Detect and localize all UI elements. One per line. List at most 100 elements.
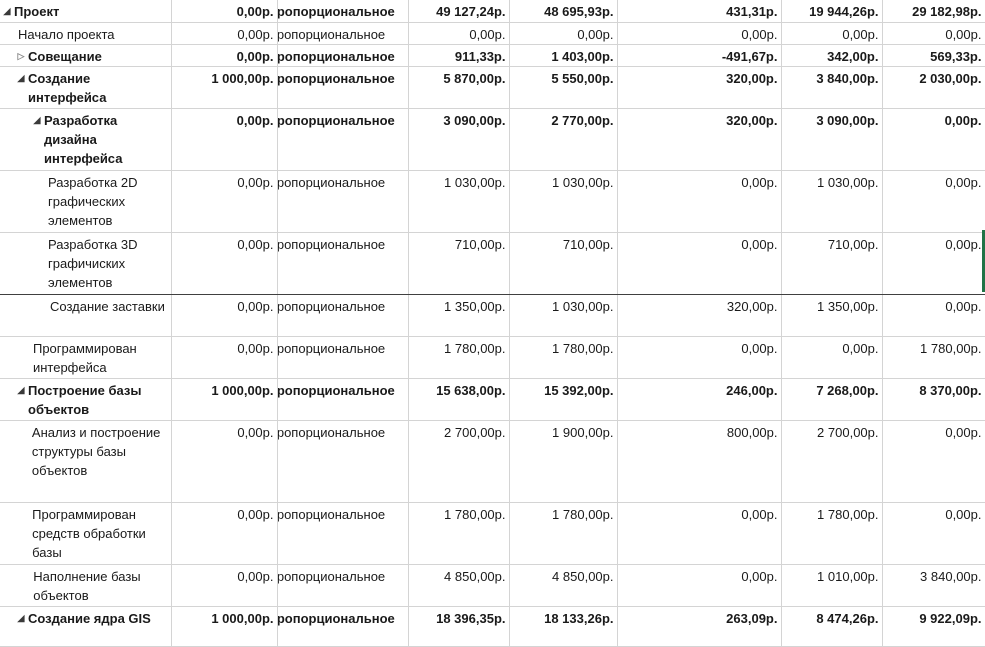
- table-row[interactable]: Создание заставки 0,00р. Пропорциональное 1…: [0, 294, 985, 337]
- task-name-cell[interactable]: ◢ Создание интерфейса: [0, 66, 172, 109]
- cost-variance-cell[interactable]: 246,00р.: [617, 378, 782, 421]
- fixed-cost-cell[interactable]: 0,00р.: [171, 420, 278, 503]
- cost-variance-cell[interactable]: 0,00р.: [617, 22, 782, 45]
- task-name-cell[interactable]: Начало проекта: [0, 22, 172, 45]
- collapse-triangle-icon[interactable]: ◢: [3, 6, 11, 16]
- total-cost-cell[interactable]: 49 127,24р.: [408, 0, 510, 23]
- fixed-cost-cell[interactable]: 1 000,00р.: [171, 378, 278, 421]
- table-row[interactable]: Разработка 2D графических элементов 0,00р…: [0, 170, 985, 233]
- actual-cost-cell[interactable]: 2 700,00р.: [781, 420, 883, 503]
- total-cost-cell[interactable]: 1 350,00р.: [408, 294, 510, 337]
- fixed-cost-cell[interactable]: 1 000,00р.: [171, 66, 278, 109]
- table-row[interactable]: ◢ Разработка дизайна интерфейса 0,00р. Проп…: [0, 108, 985, 171]
- remaining-cost-cell[interactable]: 0,00р.: [882, 294, 985, 337]
- total-cost-cell[interactable]: 710,00р.: [408, 231, 510, 295]
- accrual-method-cell[interactable]: Пропорциональное: [277, 44, 409, 67]
- actual-cost-cell[interactable]: 0,00р.: [781, 22, 883, 45]
- baseline-cost-cell[interactable]: 710,00р.: [509, 231, 618, 295]
- actual-cost-cell[interactable]: 710,00р.: [781, 231, 883, 295]
- cost-variance-cell[interactable]: -491,67р.: [617, 44, 782, 67]
- baseline-cost-cell[interactable]: 1 030,00р.: [509, 294, 618, 337]
- fixed-cost-cell[interactable]: 0,00р.: [171, 336, 278, 379]
- table-row[interactable]: ◢ Проект 0,00р. Пропорциональное 49 127,24р.…: [0, 0, 985, 23]
- table-row[interactable]: Программирован интерфейса 0,00р. Пропорцио…: [0, 336, 985, 379]
- cost-variance-cell[interactable]: 0,00р.: [617, 170, 782, 233]
- actual-cost-cell[interactable]: 8 474,26р.: [781, 606, 883, 647]
- baseline-cost-cell[interactable]: 1 030,00р.: [509, 170, 618, 233]
- task-name-cell[interactable]: Разработка 2D графических элементов: [0, 170, 172, 233]
- cost-variance-cell[interactable]: 800,00р.: [617, 420, 782, 503]
- table-row[interactable]: Анализ и построение структуры базы объек…: [0, 420, 985, 503]
- remaining-cost-cell[interactable]: 9 922,09р.: [882, 606, 985, 647]
- baseline-cost-cell[interactable]: 1 403,00р.: [509, 44, 618, 67]
- table-row[interactable]: ◢ Создание интерфейса 1 000,00р. Пропорцион…: [0, 66, 985, 109]
- actual-cost-cell[interactable]: 1 030,00р.: [781, 170, 883, 233]
- remaining-cost-cell[interactable]: 0,00р.: [882, 231, 985, 295]
- baseline-cost-cell[interactable]: 4 850,00р.: [509, 564, 618, 607]
- actual-cost-cell[interactable]: 1 350,00р.: [781, 294, 883, 337]
- remaining-cost-cell[interactable]: 8 370,00р.: [882, 378, 985, 421]
- fixed-cost-cell[interactable]: 0,00р.: [171, 231, 278, 295]
- total-cost-cell[interactable]: 1 780,00р.: [408, 502, 510, 565]
- actual-cost-cell[interactable]: 0,00р.: [781, 336, 883, 379]
- collapse-triangle-icon[interactable]: ◢: [33, 114, 41, 125]
- table-row[interactable]: ▷ Совещание 0,00р. Пропорциональное 911,33р.…: [0, 44, 985, 67]
- fixed-cost-cell[interactable]: 0,00р.: [171, 294, 278, 337]
- remaining-cost-cell[interactable]: 2 030,00р.: [882, 66, 985, 109]
- remaining-cost-cell[interactable]: 29 182,98р.: [882, 0, 985, 23]
- fixed-cost-cell[interactable]: 0,00р.: [171, 0, 278, 23]
- total-cost-cell[interactable]: 15 638,00р.: [408, 378, 510, 421]
- table-row[interactable]: ◢ Создание ядра GIS 1 000,00р. Пропорционал…: [0, 606, 985, 647]
- accrual-method-cell[interactable]: Пропорциональное: [277, 336, 409, 379]
- accrual-method-cell[interactable]: Пропорциональное: [277, 378, 409, 421]
- task-name-cell[interactable]: ◢ Проект: [0, 0, 172, 23]
- baseline-cost-cell[interactable]: 0,00р.: [509, 22, 618, 45]
- total-cost-cell[interactable]: 4 850,00р.: [408, 564, 510, 607]
- accrual-method-cell[interactable]: Пропорциональное: [277, 231, 409, 295]
- total-cost-cell[interactable]: 18 396,35р.: [408, 606, 510, 647]
- expand-triangle-icon[interactable]: ▷: [17, 50, 25, 61]
- baseline-cost-cell[interactable]: 15 392,00р.: [509, 378, 618, 421]
- actual-cost-cell[interactable]: 7 268,00р.: [781, 378, 883, 421]
- cost-variance-cell[interactable]: 0,00р.: [617, 231, 782, 295]
- remaining-cost-cell[interactable]: 0,00р.: [882, 108, 985, 171]
- task-name-cell[interactable]: Анализ и построение структуры базы объек…: [0, 420, 172, 503]
- remaining-cost-cell[interactable]: 0,00р.: [882, 420, 985, 503]
- collapse-triangle-icon[interactable]: ◢: [17, 384, 25, 395]
- baseline-cost-cell[interactable]: 1 780,00р.: [509, 502, 618, 565]
- accrual-method-cell[interactable]: Пропорциональное: [277, 502, 409, 565]
- baseline-cost-cell[interactable]: 5 550,00р.: [509, 66, 618, 109]
- task-name-cell[interactable]: Разработка 3D графичиских элементов: [0, 231, 172, 295]
- fixed-cost-cell[interactable]: 0,00р.: [171, 564, 278, 607]
- table-row[interactable]: Наполнение базы объектов 0,00р. Пропорцион…: [0, 564, 985, 607]
- fixed-cost-cell[interactable]: 0,00р.: [171, 22, 278, 45]
- task-name-cell[interactable]: Наполнение базы объектов: [0, 564, 172, 607]
- table-row[interactable]: Начало проекта 0,00р. Пропорциональное 0,00…: [0, 22, 985, 45]
- total-cost-cell[interactable]: 1 780,00р.: [408, 336, 510, 379]
- fixed-cost-cell[interactable]: 1 000,00р.: [171, 606, 278, 647]
- accrual-method-cell[interactable]: Пропорциональное: [277, 606, 409, 647]
- remaining-cost-cell[interactable]: 0,00р.: [882, 502, 985, 565]
- accrual-method-cell[interactable]: Пропорциональное: [277, 22, 409, 45]
- remaining-cost-cell[interactable]: 0,00р.: [882, 22, 985, 45]
- cost-variance-cell[interactable]: 263,09р.: [617, 606, 782, 647]
- remaining-cost-cell[interactable]: 1 780,00р.: [882, 336, 985, 379]
- remaining-cost-cell[interactable]: 3 840,00р.: [882, 564, 985, 607]
- fixed-cost-cell[interactable]: 0,00р.: [171, 170, 278, 233]
- actual-cost-cell[interactable]: 342,00р.: [781, 44, 883, 67]
- fixed-cost-cell[interactable]: 0,00р.: [171, 44, 278, 67]
- cost-variance-cell[interactable]: 0,00р.: [617, 502, 782, 565]
- baseline-cost-cell[interactable]: 1 780,00р.: [509, 336, 618, 379]
- cost-variance-cell[interactable]: 320,00р.: [617, 294, 782, 337]
- cost-variance-cell[interactable]: 320,00р.: [617, 108, 782, 171]
- total-cost-cell[interactable]: 0,00р.: [408, 22, 510, 45]
- table-row[interactable]: ◢ Построение базы объектов 1 000,00р. Пропо…: [0, 378, 985, 421]
- fixed-cost-cell[interactable]: 0,00р.: [171, 502, 278, 565]
- cost-variance-cell[interactable]: 0,00р.: [617, 336, 782, 379]
- cost-variance-cell[interactable]: 0,00р.: [617, 564, 782, 607]
- table-row[interactable]: Программирован средств обработки базы 0,0…: [0, 502, 985, 565]
- task-name-cell[interactable]: ◢ Создание ядра GIS: [0, 606, 172, 647]
- baseline-cost-cell[interactable]: 1 900,00р.: [509, 420, 618, 503]
- actual-cost-cell[interactable]: 19 944,26р.: [781, 0, 883, 23]
- task-name-cell[interactable]: ◢ Разработка дизайна интерфейса: [0, 108, 172, 171]
